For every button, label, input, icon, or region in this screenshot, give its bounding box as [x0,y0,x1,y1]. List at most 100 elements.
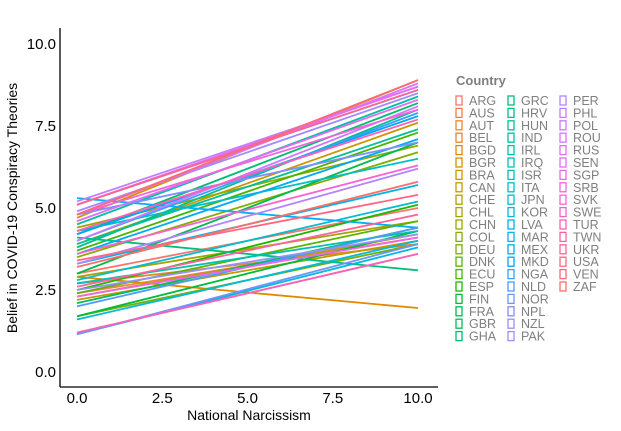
legend-key [559,182,567,193]
legend-key [455,120,463,131]
y-axis-title: Belief in COVID-19 Conspiracy Theories [4,83,20,333]
legend-label: KOR [521,206,548,220]
legend-item-mkd: MKD [507,255,549,269]
legend-item-npl: NPL [507,305,545,319]
legend-label: BEL [469,131,493,145]
series-line-pol [76,105,419,242]
series-line-srb [76,108,419,216]
series-line-ven [76,79,419,216]
legend-label: IRQ [521,156,544,170]
legend-item-deu: DEU [455,243,495,257]
legend-label: RUS [573,144,599,158]
legend-key [559,231,567,243]
legend-item-gbr: GBR [455,317,496,331]
series-line-jpn [76,239,419,321]
series-line-rus [76,98,419,222]
legend-label: BGR [469,156,496,170]
legend-key [455,268,463,280]
legend-label: NLD [521,280,546,294]
legend-key [455,194,463,205]
legend-key [455,281,463,292]
x-tick-label: 0.0 [67,390,88,407]
legend-label: BGD [469,144,496,158]
legend-label: ESP [469,280,494,294]
legend-label: ZAF [573,280,597,294]
series-line-nzl [76,233,419,291]
legend-label: ISR [521,168,542,182]
legend-key [559,206,567,218]
series-line-grc [76,236,419,272]
legend-key [455,169,463,181]
legend-label: MKD [521,255,549,269]
series-line-per [76,167,419,265]
legend-key [507,182,515,193]
legend-item-che: CHE [455,193,495,207]
legend-item-chl: CHL [455,206,494,220]
legend-label: ITA [521,181,540,195]
legend-label: CAN [469,181,495,195]
legend-key [507,293,515,305]
legend-item-fin: FIN [455,292,489,306]
legend-item-tur: TUR [559,218,599,232]
legend-label: IND [521,131,543,145]
legend-item-bra: BRA [455,168,495,182]
legend-key [455,306,463,317]
y-tick-label: 10.0 [27,36,56,53]
legend-item-ecu: ECU [455,268,495,282]
legend-key [455,330,463,342]
series-line-esp [76,203,419,291]
legend-item-mex: MEX [507,243,549,257]
legend-key [507,268,515,280]
legend-label: USA [573,255,599,269]
legend-label: FIN [469,292,489,306]
series-lines [76,79,419,336]
legend-item-phl: PHL [559,106,597,120]
legend-key [455,219,463,230]
legend-key [559,95,567,106]
series-line-ecu [76,131,419,252]
legend-key [507,206,515,218]
legend-item-gha: GHA [455,330,497,344]
legend-key [455,107,463,119]
legend-item-ukr: UKR [559,243,599,257]
legend-label: GRC [521,94,549,108]
legend-label: NOR [521,292,549,306]
legend-label: CHE [469,193,495,207]
legend-key [507,330,515,342]
legend-item-irq: IRQ [507,156,544,170]
legend-label: SWE [573,206,601,220]
legend-item-pak: PAK [507,330,546,344]
x-tick-label: 5.0 [237,390,258,407]
legend-label: HRV [521,106,548,120]
legend-label: CHN [469,218,496,232]
legend-item-usa: USA [559,255,599,269]
legend-label: SGP [573,168,599,182]
legend-label: AUT [469,119,494,133]
legend-key [455,318,463,329]
legend-label: AUS [469,106,495,120]
legend-item-swe: SWE [559,206,601,220]
legend-label: FRA [469,305,495,319]
legend-key [455,144,463,156]
legend-key [455,157,463,168]
series-line-nga [76,112,419,242]
legend-key [507,244,515,255]
legend-item-irl: IRL [507,144,541,158]
legend-key [507,256,515,267]
legend-item-aus: AUS [455,106,495,120]
legend-label: IRL [521,144,541,158]
legend-key [559,256,567,267]
legend-item-nor: NOR [507,292,549,306]
legend-item-aut: AUT [455,119,494,133]
series-line-svk [76,164,419,255]
legend-label: HUN [521,119,548,133]
legend-item-lva: LVA [507,218,543,232]
legend-item-nzl: NZL [507,317,545,331]
legend-label: GBR [469,317,496,331]
series-line-fin [76,230,419,318]
legend-item-grc: GRC [507,94,549,108]
legend-key [559,194,567,205]
legend-item-rus: RUS [559,144,599,158]
legend-item-hrv: HRV [507,106,548,120]
